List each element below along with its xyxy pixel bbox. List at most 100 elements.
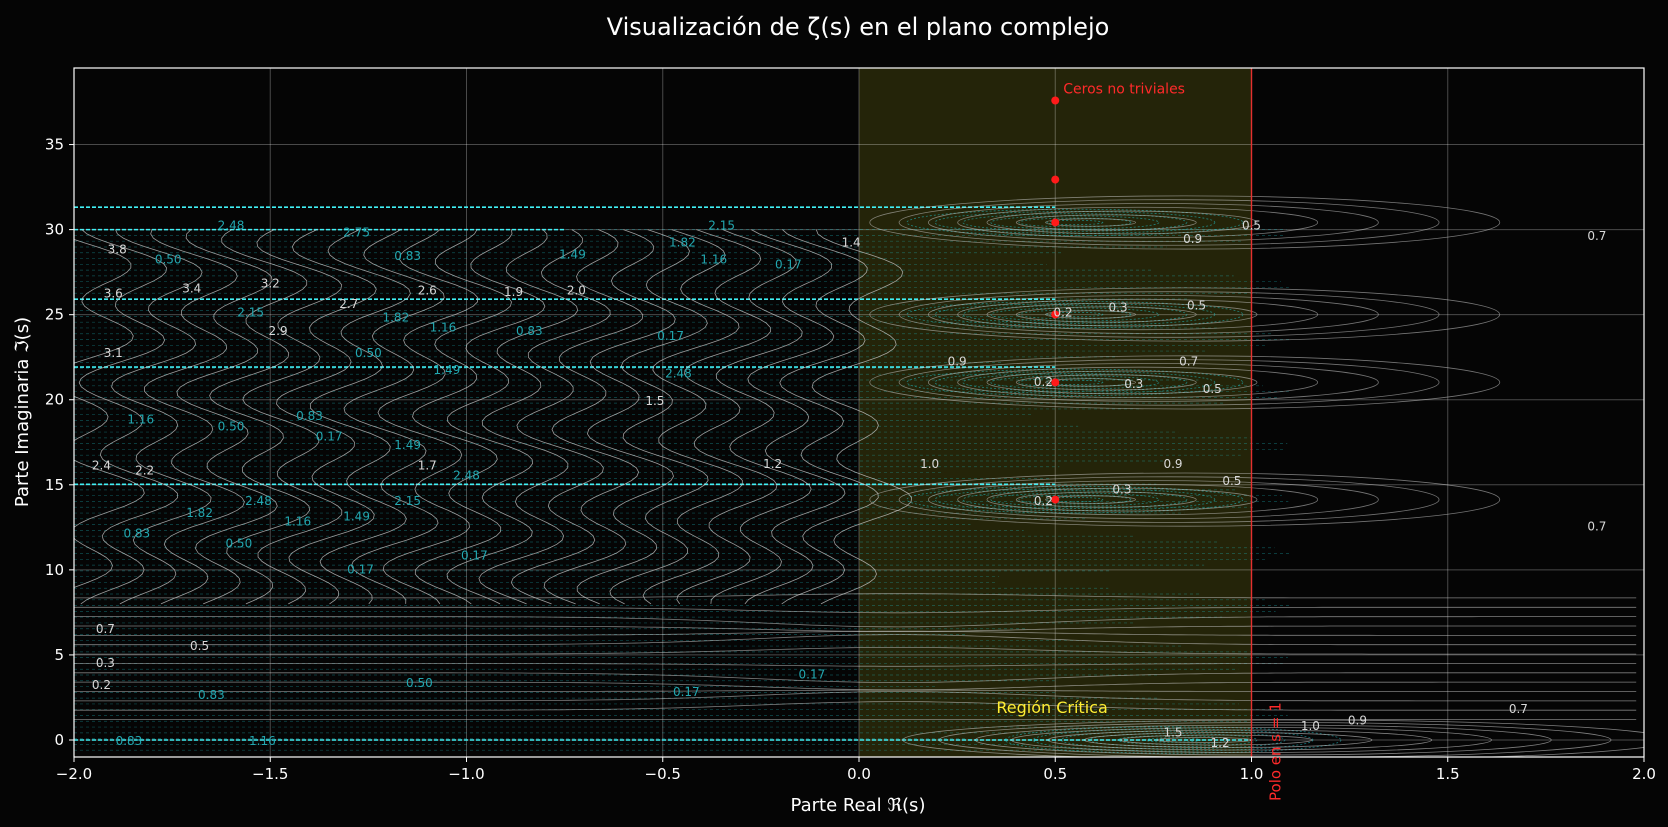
- phase-contour-ring: [1018, 377, 1132, 388]
- magnitude-contour-label: 0.3: [1124, 377, 1143, 391]
- zero-marker: [1051, 310, 1060, 319]
- magnitude-contour-label: 1.4: [842, 236, 861, 250]
- magnitude-contour-label: 3.2: [261, 276, 280, 290]
- magnitude-contour-ring: [1156, 737, 1253, 743]
- phase-contour-label: 0.50: [155, 253, 182, 267]
- magnitude-contour-line: [176, 229, 278, 605]
- magnitude-contour-line: [74, 625, 1637, 633]
- zero-marker: [1051, 378, 1060, 387]
- phase-contour-label: 1.82: [186, 506, 213, 520]
- phase-contour-label: 0.17: [316, 430, 343, 444]
- magnitude-contour-line: [209, 229, 311, 605]
- phase-contour-labels: 2.48 2.75 2.15 1.82 1.49 1.16 0.17 0.83 0.50 2.15…: [116, 219, 826, 748]
- phase-contour-label: 0.83: [296, 409, 323, 423]
- y-tick-label: 0: [54, 731, 64, 749]
- phase-contour-label: 0.83: [198, 688, 225, 702]
- chart-title: Visualización de ζ(s) en el plano comple…: [607, 13, 1110, 41]
- magnitude-contour-label: 1.7: [418, 458, 437, 472]
- phase-contour-ring: [990, 215, 1160, 230]
- magnitude-contours: [74, 195, 1644, 757]
- phase-contour-label: 0.50: [355, 346, 382, 360]
- phase-contour-label: 1.49: [559, 248, 586, 262]
- magnitude-contour-line: [276, 229, 377, 605]
- zeros: [1051, 96, 1060, 504]
- phase-contour-label: 1.49: [343, 510, 370, 524]
- magnitude-contour-label: 2.9: [269, 324, 288, 338]
- magnitude-contour-ring: [1045, 218, 1136, 227]
- zeros-annotation: Ceros no triviales: [1063, 81, 1185, 97]
- magnitude-contour-line: [676, 229, 778, 605]
- magnitude-contour-line: [576, 229, 676, 605]
- magnitude-contour-ring: [869, 287, 1501, 342]
- magnitude-contour-ring: [898, 359, 1440, 406]
- magnitude-contour-ring: [898, 476, 1440, 523]
- magnitude-contour-label: 3.6: [104, 287, 123, 301]
- phase-contour-label: 0.17: [657, 329, 684, 343]
- magnitude-contour-label: 0.7: [1587, 229, 1606, 243]
- phase-contour-ring: [990, 375, 1160, 390]
- phase-contour-ring: [906, 300, 1244, 329]
- phase-contour-ring: [1046, 219, 1104, 226]
- phase-contour-label: 1.16: [249, 734, 276, 748]
- magnitude-contour-ring: [1045, 310, 1136, 319]
- phase-contour-ring: [962, 305, 1188, 324]
- magnitude-contour-label: 1.9: [504, 285, 523, 299]
- y-axis-ticks: 0 5 10 15 20 25 30 35: [45, 136, 74, 749]
- phase-contour-label: 0.17: [673, 685, 700, 699]
- phase-contour-label: 0.83: [516, 324, 543, 338]
- magnitude-contour-label: 1.2: [1211, 736, 1230, 750]
- phase-contour-label: 1.49: [394, 438, 421, 452]
- magnitude-contour-line: [478, 229, 579, 605]
- phase-contour-label: 0.50: [218, 419, 245, 433]
- magnitude-contour-line: [744, 229, 846, 605]
- phase-contour-ring: [1018, 217, 1132, 228]
- magnitude-contour-ring: [927, 362, 1379, 402]
- magnitude-contour-label: 0.2: [92, 678, 111, 692]
- x-tick-label: −0.5: [645, 765, 681, 783]
- magnitude-contour-label: 0.7: [1509, 702, 1528, 716]
- x-tick-label: 0.0: [847, 765, 871, 783]
- phase-contour-ring: [1004, 726, 1342, 754]
- magnitude-contour-line: [446, 229, 546, 605]
- magnitude-contour-ring: [898, 291, 1440, 338]
- magnitude-contour-line: [309, 229, 411, 605]
- y-tick-label: 25: [45, 306, 64, 324]
- phase-contour-ring: [906, 208, 1244, 237]
- magnitude-contour-label: 3.1: [104, 346, 123, 360]
- magnitude-contour-ring: [957, 366, 1319, 398]
- magnitude-contour-ring: [986, 487, 1258, 512]
- phase-contour-label: 2.15: [237, 305, 264, 319]
- magnitude-contour-label: 1.5: [1163, 726, 1182, 740]
- magnitude-contour-label: 0.2: [1034, 375, 1053, 389]
- magnitude-contour-label: 1.0: [1301, 719, 1320, 733]
- magnitude-contour-label: 0.9: [1183, 232, 1202, 246]
- phase-contour-label: 0.17: [347, 562, 374, 576]
- magnitude-contour-line: [412, 229, 512, 605]
- zero-marker: [1051, 495, 1060, 504]
- magnitude-contour-line: [710, 229, 812, 604]
- magnitude-contour-label: 2.7: [339, 297, 358, 311]
- phase-contour-label: 0.17: [799, 668, 826, 682]
- magnitude-contour-line: [74, 672, 1637, 683]
- phase-contour-label: 0.50: [406, 676, 433, 690]
- y-tick-label: 30: [45, 221, 64, 239]
- magnitude-contour-ring: [986, 370, 1258, 395]
- y-tick-label: 5: [54, 646, 64, 664]
- y-tick-label: 10: [45, 561, 64, 579]
- magnitude-contour-ring: [957, 484, 1319, 516]
- magnitude-contour-ring: [869, 472, 1501, 527]
- x-tick-label: 2.0: [1632, 765, 1656, 783]
- phase-contour-ring: [1018, 494, 1132, 505]
- phase-contour-label: 1.16: [127, 413, 154, 427]
- magnitude-contour-line: [811, 229, 913, 605]
- magnitude-contour-label: 0.2: [1054, 305, 1073, 319]
- phase-contour-ring: [906, 368, 1244, 396]
- magnitude-contour-line: [74, 616, 1637, 628]
- magnitude-contour-ring: [898, 199, 1440, 246]
- phase-contour-label: 2.48: [453, 469, 480, 483]
- phase-contour-ring: [1032, 728, 1314, 752]
- magnitude-contour-line: [779, 229, 879, 605]
- phase-contour-label: 2.48: [218, 219, 245, 233]
- phase-contour-ring: [1018, 309, 1132, 320]
